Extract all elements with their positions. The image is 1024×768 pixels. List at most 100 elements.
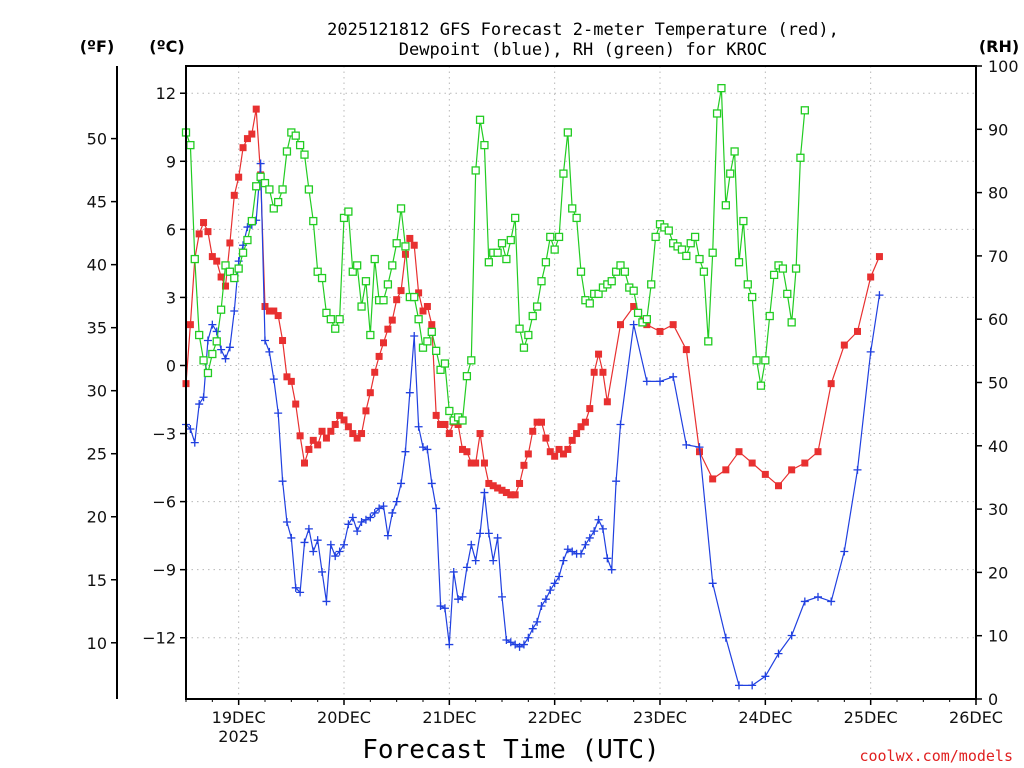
temperature-point: [204, 228, 212, 236]
rh-tick-label: 0: [988, 690, 998, 709]
dewpoint-point: [212, 327, 221, 336]
temperature-point: [586, 405, 594, 413]
temperature-point: [814, 448, 822, 456]
dewpoint-point: [353, 527, 362, 536]
temperature-point: [840, 341, 848, 349]
temperature-point: [538, 418, 545, 426]
temperature-point: [669, 321, 677, 329]
temperature-point: [200, 219, 208, 227]
temperature-point: [854, 327, 861, 335]
dewpoint-point: [471, 556, 480, 565]
relative-humidity-point: [265, 185, 274, 194]
dewpoint-point: [357, 518, 366, 527]
temperature-point: [287, 377, 295, 385]
relative-humidity-point: [243, 235, 252, 245]
temperature-point: [419, 307, 427, 315]
relative-humidity-point: [748, 292, 757, 302]
dewpoint-point: [533, 617, 542, 626]
dewpoint-point: [256, 159, 265, 168]
temperature-point: [309, 436, 317, 444]
dewpoint-point: [375, 504, 384, 513]
dewpoint-point: [436, 601, 445, 610]
dewpoint-point: [304, 524, 313, 533]
temperature-point: [261, 302, 269, 310]
dewpoint-point: [585, 533, 594, 542]
relative-humidity-point: [203, 368, 213, 378]
fahrenheit-tick-label: 25: [87, 445, 107, 464]
dewpoint-point: [392, 497, 401, 506]
fahrenheit-tick-label: 30: [87, 382, 107, 401]
dewpoint-point: [612, 477, 621, 486]
relative-humidity-point: [796, 153, 805, 162]
dewpoint-point: [217, 345, 226, 354]
relative-humidity-point: [317, 273, 327, 283]
dewpoint-point: [296, 588, 305, 597]
dewpoint-point: [405, 388, 414, 397]
x-tick-label: 26DEC: [949, 708, 1003, 727]
dewpoint-point: [388, 508, 397, 517]
temperature-point: [498, 486, 506, 494]
relative-humidity-point: [247, 216, 256, 226]
relative-humidity-point: [335, 315, 344, 324]
relative-humidity-point: [524, 330, 533, 340]
relative-humidity-point: [344, 207, 353, 216]
dewpoint-point: [800, 597, 809, 606]
grid-lines: [186, 66, 977, 699]
dewpoint-point: [370, 508, 379, 517]
temperature-point: [340, 416, 348, 424]
dewpoint-point: [230, 307, 239, 316]
relative-humidity-point: [664, 226, 673, 235]
relative-humidity-point: [326, 315, 335, 324]
temperature-point: [555, 445, 563, 453]
fahrenheit-tick-label: 40: [87, 256, 107, 275]
dewpoint-point: [203, 336, 212, 345]
temperature-point: [590, 368, 598, 376]
dewpoint-point: [449, 567, 458, 576]
x-tick-label: 21DEC: [422, 708, 476, 727]
relative-humidity-point: [423, 337, 432, 346]
temperature-point: [432, 411, 440, 419]
temperature-point: [709, 475, 717, 483]
relative-humidity-point: [519, 343, 529, 352]
rh-tick-label: 90: [988, 120, 1008, 139]
temperature-point: [559, 450, 567, 458]
dewpoint-point: [550, 579, 559, 588]
temperature-point: [551, 452, 559, 460]
dewpoint-point: [524, 633, 533, 642]
dewpoint-point: [335, 547, 344, 556]
series-layer: [181, 84, 884, 690]
celsius-tick-label: −12: [142, 629, 176, 648]
temperature-point: [867, 273, 875, 281]
temperature-point: [502, 489, 510, 497]
dewpoint-point: [502, 636, 511, 645]
temperature-point: [748, 459, 756, 467]
relative-humidity-point: [216, 305, 226, 314]
dewpoint-point: [607, 565, 616, 574]
relative-humidity-point: [199, 356, 208, 365]
temperature-point: [827, 380, 835, 388]
dewpoint-point: [445, 640, 454, 649]
x-tick-label: 25DEC: [844, 708, 898, 727]
relative-humidity-point: [234, 264, 243, 273]
relative-humidity-point: [418, 343, 428, 352]
temperature-line: [185, 108, 880, 496]
dewpoint-point: [774, 649, 783, 658]
dewpoint-point: [708, 579, 717, 588]
dewpoint-point: [629, 320, 638, 329]
dewpoint-point: [269, 375, 278, 384]
temperature-point: [581, 418, 589, 426]
credit-text: coolwx.com/models: [859, 747, 1013, 765]
temperature-point: [235, 173, 243, 181]
dewpoint-point: [594, 515, 603, 524]
temperature-point: [344, 423, 352, 431]
temperature-point: [472, 459, 480, 467]
dewpoint-point: [195, 400, 204, 409]
dewpoint-point: [498, 592, 506, 601]
temperature-point: [217, 273, 225, 281]
celsius-tick-label: 9: [166, 152, 176, 171]
temperature-point: [349, 430, 357, 438]
rh-tick-label: 30: [988, 500, 1008, 519]
temperature-point: [296, 432, 304, 440]
temperature-point: [542, 434, 550, 442]
